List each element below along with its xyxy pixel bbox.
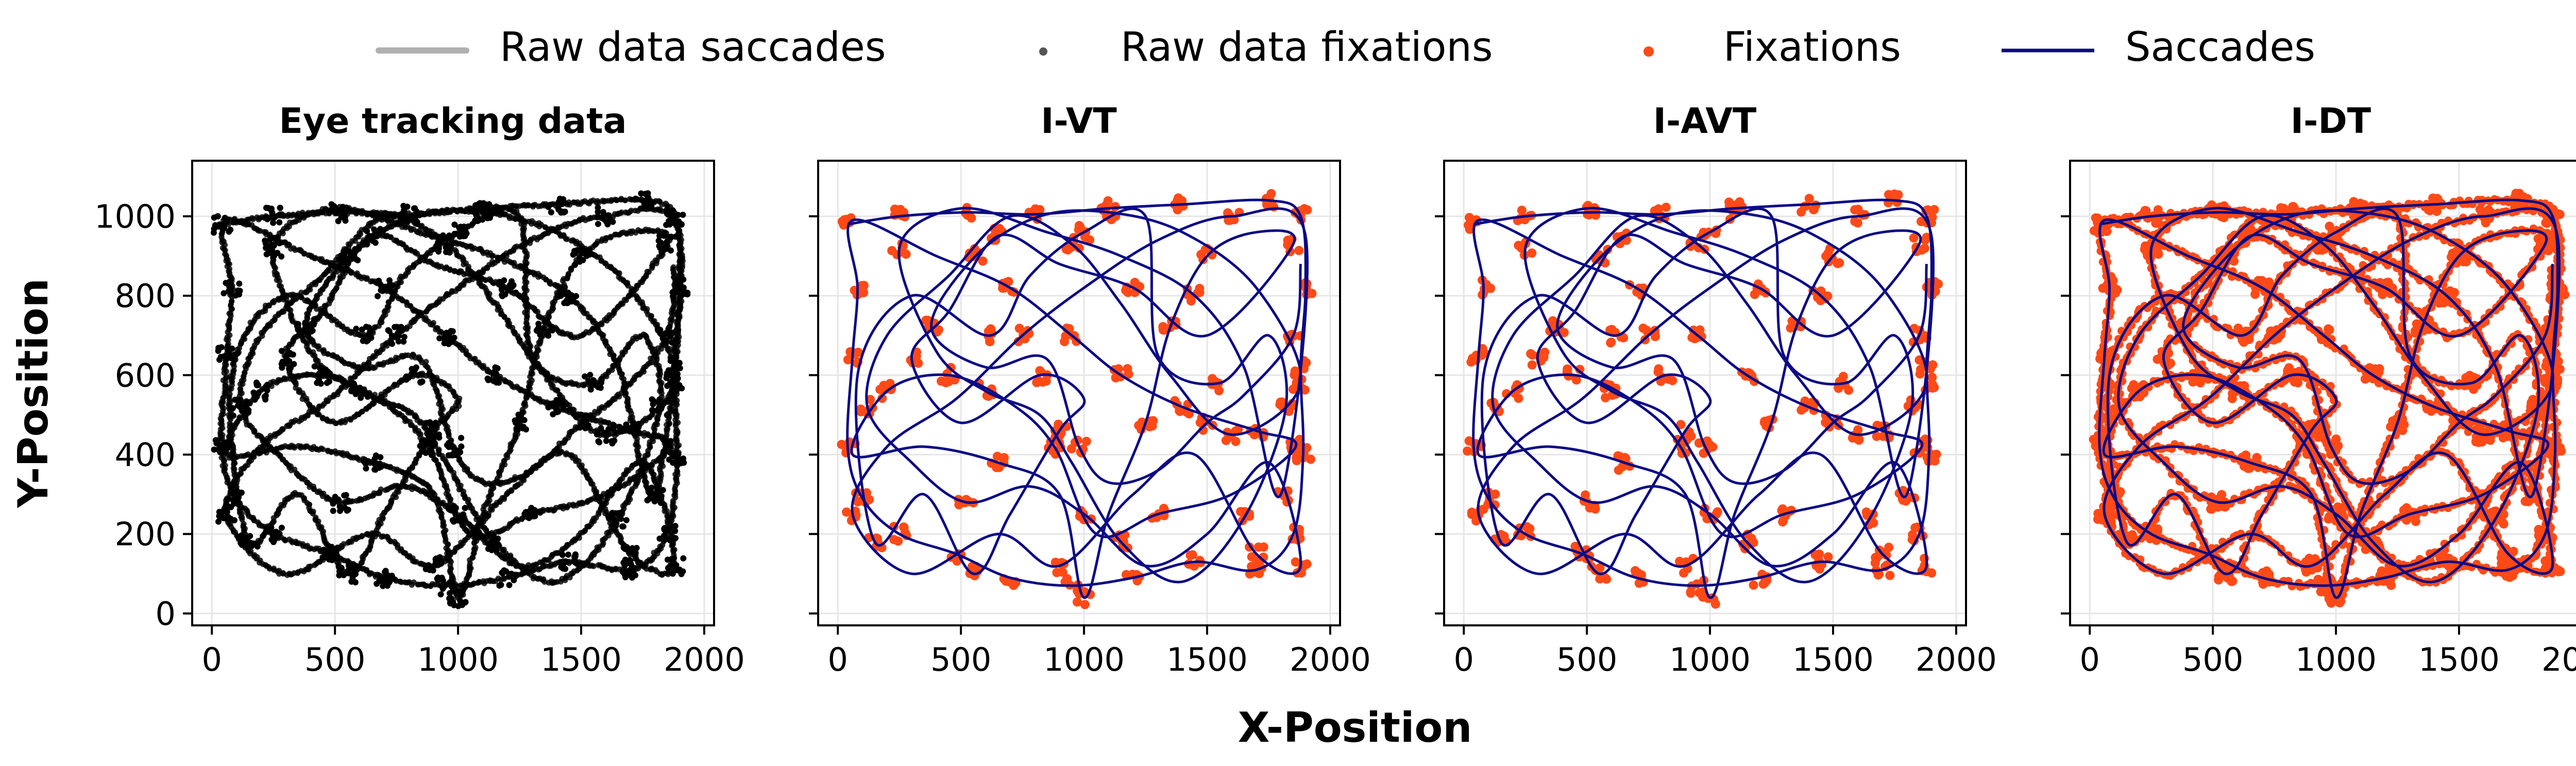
raw-fixation-point — [382, 487, 388, 493]
raw-fixation-point — [596, 200, 602, 206]
raw-fixation-point — [451, 268, 457, 275]
raw-fixation-point — [649, 265, 655, 271]
raw-fixation-point — [440, 523, 446, 529]
legend-swatch-fixations — [1643, 46, 1654, 57]
raw-fixation-point — [359, 559, 365, 566]
x-axis-label: X-Position — [1238, 704, 1472, 752]
raw-fixation-point — [220, 399, 226, 405]
y-axis-label: Y-Position — [9, 278, 57, 508]
raw-fixation-point — [428, 583, 433, 589]
raw-fixation-point — [241, 521, 247, 527]
raw-fixation-point — [301, 251, 307, 257]
raw-fixation-point — [386, 386, 392, 392]
raw-fixation-point — [472, 544, 479, 551]
raw-fixation-point — [456, 399, 462, 405]
raw-fixation-point — [219, 463, 226, 469]
grid-lines — [192, 161, 714, 625]
raw-fixation-point — [230, 455, 236, 461]
raw-fixation-point — [621, 297, 628, 303]
raw-fixation-point — [469, 555, 476, 561]
plot-area — [210, 190, 691, 609]
raw-fixation-point — [313, 515, 319, 521]
raw-fixation-point — [607, 234, 614, 241]
raw-fixation-point — [343, 266, 349, 272]
legend-label-raw-fixations: Raw data fixations — [1121, 24, 1493, 71]
raw-fixation-point — [430, 322, 436, 328]
legend-label-raw-saccades: Raw data saccades — [500, 24, 886, 71]
raw-fixation-point — [227, 420, 233, 427]
raw-fixation-point — [225, 341, 231, 347]
raw-fixation-point — [622, 197, 628, 203]
raw-fixation-point — [364, 275, 370, 281]
raw-fixation-point — [349, 269, 355, 275]
raw-fixation-point — [545, 507, 551, 513]
raw-fixation-point — [434, 325, 440, 331]
raw-fixation-point — [359, 409, 365, 415]
legend-label-saccades: Saccades — [2125, 24, 2315, 71]
raw-fixation-point — [605, 420, 612, 426]
raw-fixation-point — [521, 400, 528, 406]
raw-fixation-point — [565, 271, 571, 277]
raw-fixation-point — [226, 311, 232, 317]
panel-title: Eye tracking data — [279, 101, 626, 142]
raw-fixation-point — [340, 269, 346, 276]
raw-fixation-point — [412, 426, 418, 432]
raw-fixation-point — [236, 506, 243, 513]
raw-fixation-point — [535, 313, 541, 319]
raw-fixation-point — [596, 562, 602, 568]
raw-fixation-point — [267, 231, 273, 237]
raw-fixation-point — [320, 446, 326, 452]
raw-fixation-point — [335, 280, 341, 286]
panel-eye-tracking-data: Eye tracking data 0 500 1000 1500 2000020040… — [94, 101, 745, 678]
legend-label-fixations: Fixations — [1723, 24, 1901, 71]
raw-fixation-point — [229, 298, 235, 304]
raw-fixation-point — [614, 197, 620, 203]
legend: Raw data saccades Raw data fixations Fix… — [376, 24, 2315, 71]
raw-fixation-point — [519, 406, 526, 413]
legend-swatch-raw-fixations — [1039, 47, 1047, 56]
